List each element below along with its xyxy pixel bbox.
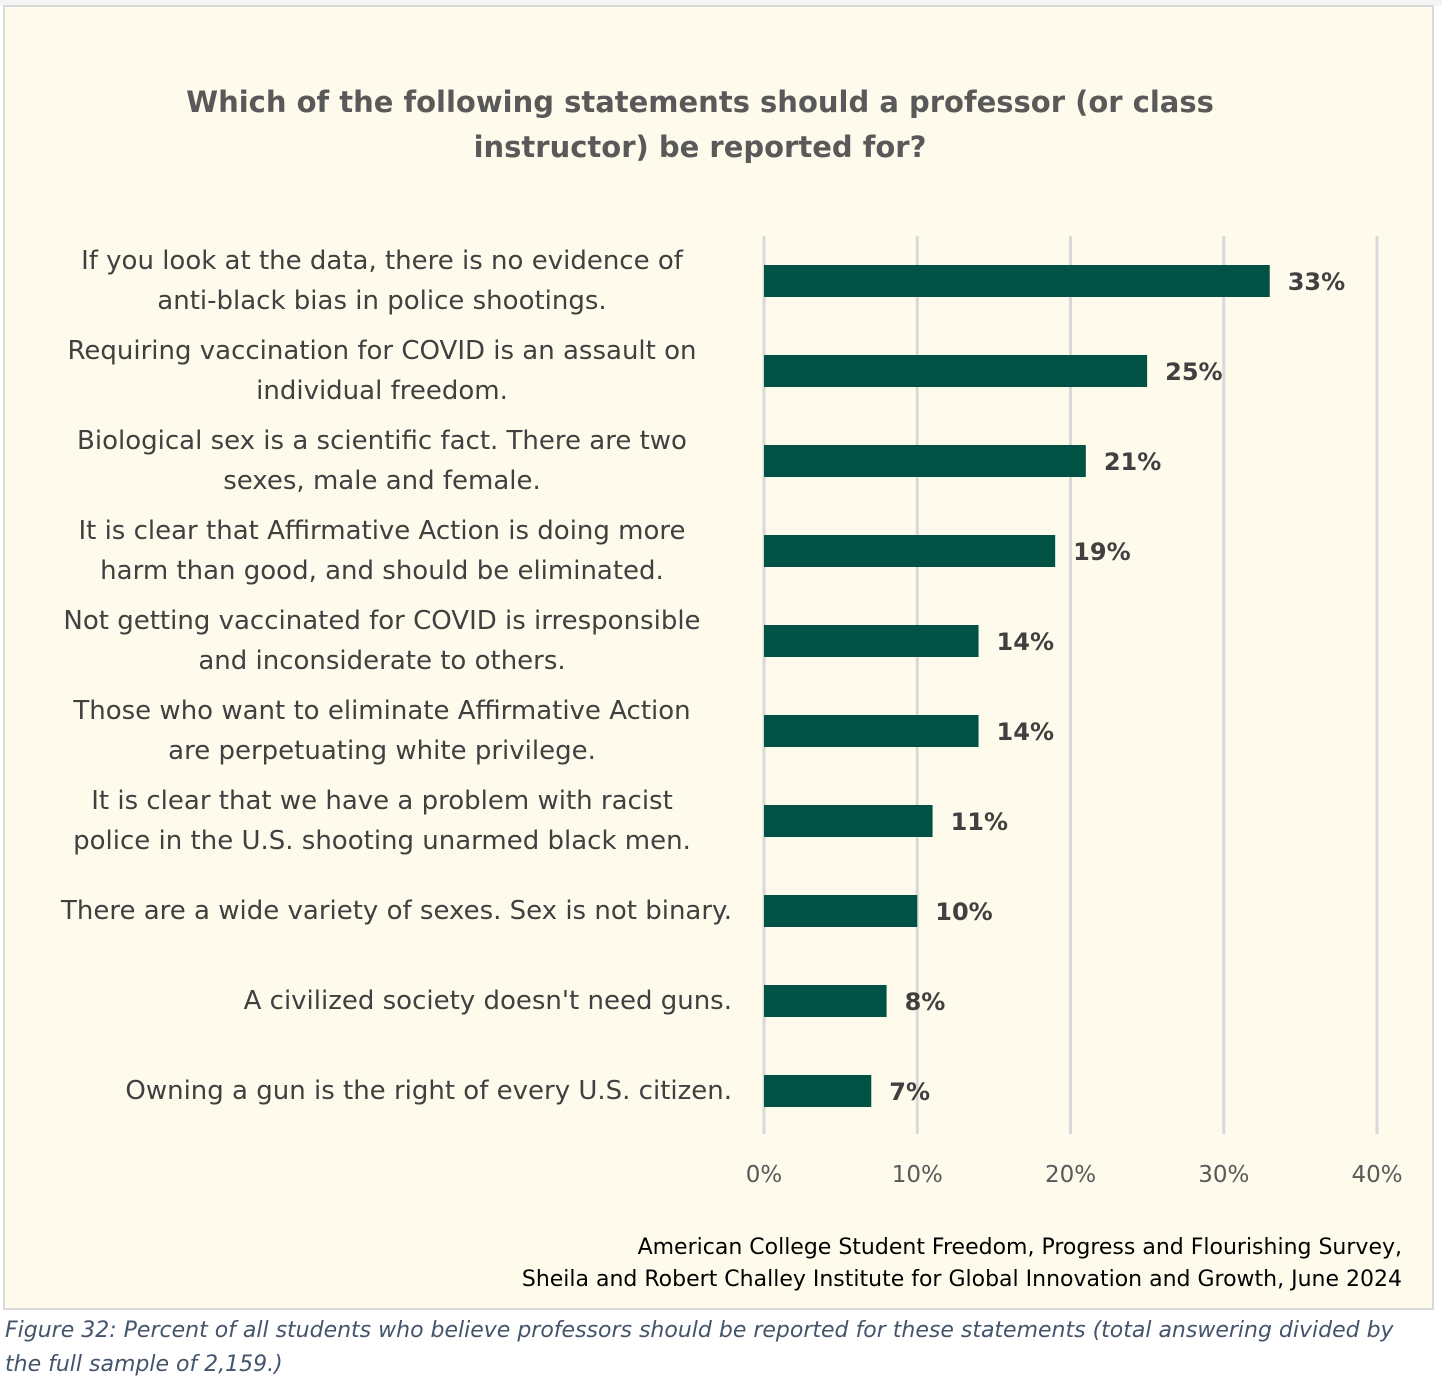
- chart-title: Which of the following statements should…: [186, 85, 1214, 164]
- data-label: 21%: [1104, 448, 1161, 476]
- category-label-line: If you look at the data, there is no evi…: [81, 246, 683, 276]
- category-label: There are a wide variety of sexes. Sex i…: [32, 891, 732, 931]
- category-label: It is clear that Affirmative Action is d…: [32, 511, 732, 591]
- bar: [764, 625, 979, 657]
- category-label-line: individual freedom.: [256, 376, 508, 406]
- source-note-line-1: American College Student Freedom, Progre…: [637, 1235, 1402, 1260]
- category-label-line: police in the U.S. shooting unarmed blac…: [73, 826, 691, 856]
- bar: [764, 355, 1148, 387]
- category-label: Requiring vaccination for COVID is an as…: [32, 331, 732, 411]
- category-label-line: Those who want to eliminate Affirmative …: [73, 696, 691, 726]
- category-label-line: Owning a gun is the right of every U.S. …: [125, 1076, 732, 1106]
- category-label-line: It is clear that we have a problem with …: [91, 786, 673, 816]
- source-note-line-2: Sheila and Robert Challey Institute for …: [521, 1267, 1402, 1292]
- x-tick-label: 30%: [1198, 1162, 1249, 1188]
- bar: [764, 535, 1056, 567]
- x-tick-label: 10%: [892, 1162, 943, 1188]
- data-label: 19%: [1073, 538, 1130, 566]
- bar: [764, 715, 979, 747]
- figure-caption: Figure 32: Percent of all students who b…: [5, 1318, 1394, 1377]
- source-note: American College Student Freedom, Progre…: [522, 1232, 1402, 1296]
- chart-area: [3, 5, 1434, 1310]
- top-strip: [0, 0, 1442, 6]
- category-label: Owning a gun is the right of every U.S. …: [32, 1071, 732, 1111]
- category-label-line: It is clear that Affirmative Action is d…: [78, 516, 686, 546]
- category-label-line: Not getting vaccinated for COVID is irre…: [63, 606, 701, 636]
- bar: [764, 445, 1086, 477]
- category-label-line: Biological sex is a scientific fact. The…: [77, 426, 687, 456]
- category-label-line: A civilized society doesn't need guns.: [243, 986, 732, 1016]
- data-label: 8%: [905, 988, 946, 1016]
- category-label-line: and inconsiderate to others.: [198, 646, 566, 676]
- bar: [764, 985, 887, 1017]
- category-label: Biological sex is a scientific fact. The…: [32, 421, 732, 501]
- bar: [764, 265, 1270, 297]
- bar: [764, 1075, 872, 1107]
- category-label-line: anti-black bias in police shootings.: [157, 286, 607, 316]
- category-label: Those who want to eliminate Affirmative …: [32, 691, 732, 771]
- x-tick-label: 0%: [746, 1162, 783, 1188]
- x-tick-label: 20%: [1045, 1162, 1096, 1188]
- category-label: It is clear that we have a problem with …: [32, 781, 732, 861]
- category-label-line: There are a wide variety of sexes. Sex i…: [61, 896, 732, 926]
- bar: [764, 895, 918, 927]
- category-label: Not getting vaccinated for COVID is irre…: [32, 601, 732, 681]
- category-label-line: are perpetuating white privilege.: [168, 736, 596, 766]
- category-label-line: harm than good, and should be eliminated…: [100, 556, 664, 586]
- category-label-line: Requiring vaccination for COVID is an as…: [67, 336, 697, 366]
- category-label: A civilized society doesn't need guns.: [32, 981, 732, 1021]
- category-label: If you look at the data, there is no evi…: [32, 241, 732, 321]
- data-label: 7%: [889, 1078, 930, 1106]
- data-label: 14%: [997, 718, 1054, 746]
- bar: [764, 805, 933, 837]
- data-label: 25%: [1165, 358, 1222, 386]
- data-label: 14%: [997, 628, 1054, 656]
- data-label: 11%: [951, 808, 1008, 836]
- x-tick-label: 40%: [1351, 1162, 1402, 1188]
- data-label: 33%: [1288, 268, 1345, 296]
- data-label: 10%: [935, 898, 992, 926]
- category-label-line: sexes, male and female.: [223, 466, 541, 496]
